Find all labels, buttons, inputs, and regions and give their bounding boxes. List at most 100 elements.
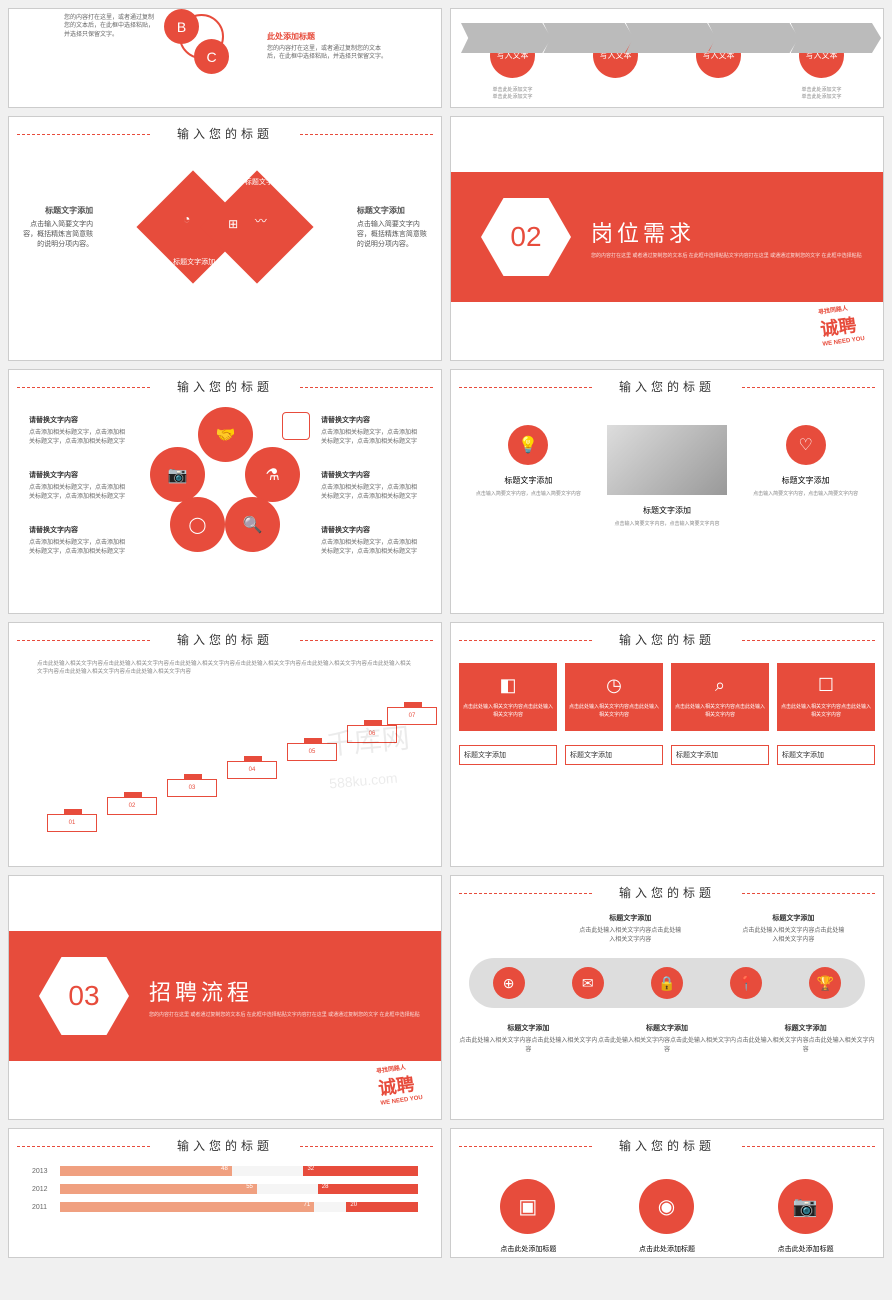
bar-year: 2011 bbox=[32, 1204, 54, 1211]
slide-12-circles: 输入您的标题 ▣ 点击此处添加标题 ◉ 点击此处添加标题 📷 点击此处添加标题 bbox=[450, 1128, 884, 1258]
card[interactable]: ☐ 点击此处输入相关文字内容点击此处输入相关文字内容 bbox=[777, 663, 875, 731]
step: 04 bbox=[227, 761, 277, 779]
petal: ◯ bbox=[170, 497, 225, 552]
petal: ⚗ bbox=[245, 447, 300, 502]
tri-item: ♡ 标题文字添加 点击输入简要文字内容，点击输入简要文字内容 bbox=[746, 425, 866, 497]
bar-year: 2013 bbox=[32, 1168, 54, 1175]
bar-row: 2012 55 28 bbox=[32, 1184, 418, 1194]
section-subtitle: 您的内容打在这里 或者通过复制您的文本后 在此框中选择粘贴文字内容打在这里 或通… bbox=[149, 1011, 420, 1018]
pie-icon: ◔ bbox=[183, 212, 190, 226]
card-text: 点击此处输入相关文字内容点击此处输入相关文字内容 bbox=[463, 704, 553, 719]
tri-item: 💡 标题文字添加 点击输入简要文字内容，点击输入简要文字内容 bbox=[468, 425, 588, 497]
tri-row: 💡 标题文字添加 点击输入简要文字内容，点击输入简要文字内容 标题文字添加 点击… bbox=[459, 425, 875, 527]
slide-title: 输入您的标题 bbox=[17, 125, 433, 142]
pill-icon: ⊕ bbox=[493, 967, 525, 999]
bottom-label: 标题文字添加点击此处输入相关文字内容点击此处输入相关文字内容 bbox=[736, 1023, 875, 1053]
sub-text bbox=[679, 86, 759, 100]
slide-9-section: 03 招聘流程 您的内容打在这里 或者通过复制您的文本后 在此框中选择粘贴文字内… bbox=[8, 875, 442, 1120]
top-label: 标题文字添加点击此处输入相关文字内容点击此处输入相关文字内容 bbox=[742, 913, 845, 943]
card-foot: 标题文字添加 bbox=[777, 745, 875, 765]
card[interactable]: ◧ 点击此处输入相关文字内容点击此处输入相关文字内容 bbox=[459, 663, 557, 731]
disc-icon: ◉ bbox=[639, 1179, 694, 1234]
side-block: 请替换文字内容点击添加相关标题文字，点击添加相关标题文字，点击添加相关标题文字 bbox=[321, 525, 421, 555]
section-number-hex: 03 bbox=[39, 957, 129, 1035]
slide-8-cards: 输入您的标题 ◧ 点击此处输入相关文字内容点击此处输入相关文字内容 ◷ 点击此处… bbox=[450, 622, 884, 867]
big-label: 点击此处添加标题 bbox=[500, 1244, 556, 1254]
big-label: 点击此处添加标题 bbox=[639, 1244, 695, 1254]
s1-right-text: 您的内容打在这里，或者通过复制您的文本后，在此框中选择粘贴，并选择只保留文字。 bbox=[267, 45, 387, 62]
card-text: 点击此处输入相关文字内容点击此处输入相关文字内容 bbox=[569, 704, 659, 719]
petals: 🤝 📷 ⚗ ◯ 🔍 bbox=[150, 407, 300, 557]
clock-icon: ◷ bbox=[569, 675, 659, 696]
section-subtitle: 您的内容打在这里 或者通过复制您的文本后 在此框中选择粘贴文字内容打在这里 或通… bbox=[591, 252, 862, 259]
section-title: 岗位需求 bbox=[591, 216, 862, 248]
slide-4-section: 02 岗位需求 您的内容打在这里 或者通过复制您的文本后 在此框中选择粘贴文字内… bbox=[450, 116, 884, 361]
sub-row: 单击此处添加文字单击此处添加文字 单击此处添加文字单击此处添加文字 bbox=[461, 86, 873, 100]
side-block: 请替换文字内容点击添加相关标题文字，点击添加相关标题文字，点击添加相关标题文字 bbox=[29, 415, 129, 445]
stamp: 寻找同路人 诚聘 WE NEED YOU bbox=[818, 301, 866, 348]
bottom-label: 标题文字添加点击此处输入相关文字内容点击此处输入相关文字内容 bbox=[459, 1023, 598, 1053]
s1-left-text: 您的内容打在这里，或者通过复制您的文本后，在此框中选择粘贴，并选择只保留文字。 bbox=[64, 14, 154, 39]
bar-segment-b: 32 bbox=[303, 1166, 418, 1176]
ribbon-shape: 标题文字添加 标题文字添加 ⊞ ◔ 〰 bbox=[153, 162, 297, 292]
big-circles-row: ▣ 点击此处添加标题 ◉ 点击此处添加标题 📷 点击此处添加标题 bbox=[459, 1179, 875, 1254]
slide-title: 输入您的标题 bbox=[459, 884, 875, 901]
bulb-icon: 💡 bbox=[508, 425, 548, 465]
team-photo bbox=[607, 425, 727, 495]
bar-track: 48 32 bbox=[60, 1166, 418, 1176]
tri-item: 标题文字添加 点击输入简要文字内容，点击输入简要文字内容 bbox=[607, 425, 727, 527]
slide-2-partial: 写入文本 写入文本 写入文本 写入文本 单击此处添加文字单击此处添加文字 单击此… bbox=[450, 8, 884, 108]
side-block: 请替换文字内容点击添加相关标题文字，点击添加相关标题文字，点击添加相关标题文字 bbox=[321, 470, 421, 500]
bottom-labels: 标题文字添加点击此处输入相关文字内容点击此处输入相关文字内容 标题文字添加点击此… bbox=[459, 1023, 875, 1053]
slide-3-ribbon: 输入您的标题 标题文字添加 点击输入简要文字内容，概括精炼言简意赅的说明分项内容… bbox=[8, 116, 442, 361]
grid-icon: ⊞ bbox=[228, 217, 238, 231]
card-text: 点击此处输入相关文字内容点击此处输入相关文字内容 bbox=[781, 704, 871, 719]
arrow-row bbox=[461, 18, 873, 58]
side-block: 请替换文字内容点击添加相关标题文字，点击添加相关标题文字，点击添加相关标题文字 bbox=[321, 415, 421, 445]
big-item: 📷 点击此处添加标题 bbox=[778, 1179, 834, 1254]
arrow-seg bbox=[543, 23, 633, 53]
big-item: ◉ 点击此处添加标题 bbox=[639, 1179, 695, 1254]
briefcase-icon: ☐ bbox=[781, 675, 871, 696]
big-item: ▣ 点击此处添加标题 bbox=[500, 1179, 556, 1254]
pin-icon: 📍 bbox=[730, 967, 762, 999]
big-label: 点击此处添加标题 bbox=[778, 1244, 834, 1254]
slide-title: 输入您的标题 bbox=[17, 631, 433, 648]
section-number-hex: 02 bbox=[481, 198, 571, 276]
slide-title: 输入您的标题 bbox=[459, 631, 875, 648]
search-icon: ⌕ bbox=[675, 675, 765, 696]
petal: 📷 bbox=[150, 447, 205, 502]
pill-bar: ⊕ ✉ 🔒 📍 🏆 bbox=[469, 958, 865, 1008]
section-band: 03 招聘流程 您的内容打在这里 或者通过复制您的文本后 在此框中选择粘贴文字内… bbox=[9, 931, 441, 1061]
ribbon-label: 标题文字添加 bbox=[173, 257, 215, 267]
ribbon-right-text: 标题文字添加 点击输入简要文字内容，概括精炼言简意赅的说明分项内容。 bbox=[357, 205, 433, 249]
arrow-seg bbox=[626, 23, 716, 53]
slide-5-petals: 输入您的标题 🤝 📷 ⚗ ◯ 🔍 请替换文字内容点击添加相关标题文字，点击添加相… bbox=[8, 369, 442, 614]
card[interactable]: ⌕ 点击此处输入相关文字内容点击此处输入相关文字内容 bbox=[671, 663, 769, 731]
heart-icon: ♡ bbox=[786, 425, 826, 465]
slide-grid: 您的内容打在这里，或者通过复制您的文本后，在此框中选择粘贴，并选择只保留文字。 … bbox=[8, 8, 884, 1258]
slide-10-pill: 输入您的标题 标题文字添加点击此处输入相关文字内容点击此处输入相关文字内容 标题… bbox=[450, 875, 884, 1120]
side-block: 请替换文字内容点击添加相关标题文字，点击添加相关标题文字，点击添加相关标题文字 bbox=[29, 525, 129, 555]
step: 01 bbox=[47, 814, 97, 832]
chart-icon: 〰 bbox=[255, 212, 267, 229]
s1-right-block: 此处添加标题 您的内容打在这里，或者通过复制您的文本后，在此框中选择粘贴，并选择… bbox=[267, 31, 387, 62]
arrow-seg bbox=[791, 23, 881, 53]
petal: 🤝 bbox=[198, 407, 253, 462]
bar-chart: 2013 48 32 2012 55 28 2011 71 20 bbox=[17, 1166, 433, 1212]
slide-7-steps: 输入您的标题 点击此处输入相关文字内容点击此处输入相关文字内容点击此处输入相关文… bbox=[8, 622, 442, 867]
arrow-seg bbox=[461, 23, 551, 53]
petal: 🔍 bbox=[225, 497, 280, 552]
cards-foot-row: 标题文字添加 标题文字添加 标题文字添加 标题文字添加 bbox=[459, 737, 875, 765]
tri-heading: 标题文字添加 bbox=[607, 505, 727, 516]
s1-right-title: 此处添加标题 bbox=[267, 31, 387, 42]
steps-desc: 点击此处输入相关文字内容点击此处输入相关文字内容点击此处输入相关文字内容点击此处… bbox=[17, 660, 433, 677]
card[interactable]: ◷ 点击此处输入相关文字内容点击此处输入相关文字内容 bbox=[565, 663, 663, 731]
step: 07 bbox=[387, 707, 437, 725]
slide-6-three: 输入您的标题 💡 标题文字添加 点击输入简要文字内容，点击输入简要文字内容 标题… bbox=[450, 369, 884, 614]
bar-row: 2013 48 32 bbox=[32, 1166, 418, 1176]
top-label: 标题文字添加点击此处输入相关文字内容点击此处输入相关文字内容 bbox=[579, 913, 682, 943]
steps-stair: 01 02 03 04 05 06 07 bbox=[17, 697, 433, 837]
s1-circle-c: C bbox=[194, 39, 229, 74]
bar-segment-a: 71 bbox=[60, 1202, 314, 1212]
